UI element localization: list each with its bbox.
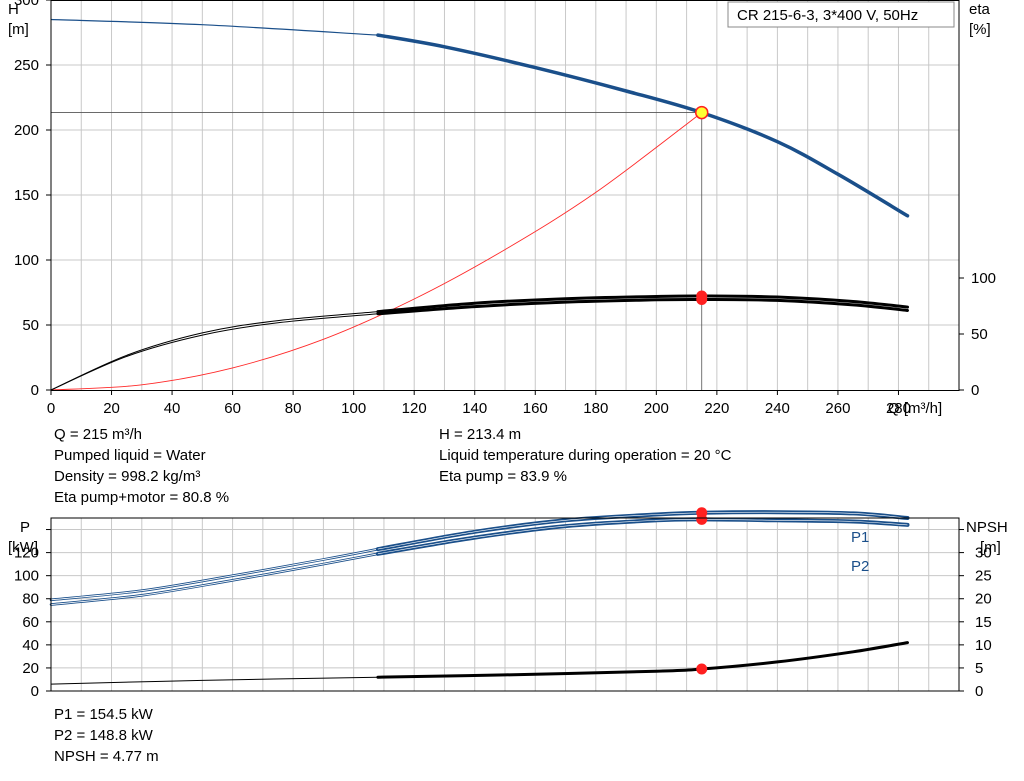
x-tick-label: 280 [886, 400, 911, 417]
power-tick-label: 120 [14, 545, 39, 562]
npsh-tick-label: 20 [975, 591, 992, 608]
npsh-axis-name: NPSH [966, 519, 1008, 536]
eta-axis-name: eta [969, 1, 991, 18]
x-tick-label: 260 [825, 400, 850, 417]
power-tick-label: 40 [22, 637, 39, 654]
npsh-line-thin [50, 676, 378, 685]
head-tick-label: 200 [14, 122, 39, 139]
eta-axis-unit: [%] [969, 21, 991, 38]
info-temperature: Liquid temperature during operation = 20… [439, 447, 732, 464]
bottom-curves [49, 507, 910, 685]
info-bottom: P1 = 154.5 kW P2 = 148.8 kW NPSH = 4.77 … [54, 704, 159, 767]
head-tick-label: 100 [14, 252, 39, 269]
eta-pump-motor-line [376, 297, 909, 316]
info-right: H = 213.4 m Liquid temperature during op… [439, 424, 731, 487]
head-axis-name: H [8, 1, 19, 18]
top-grid [51, 0, 959, 390]
power-axis-name: P [20, 519, 30, 536]
flow-axis-label: Q [m³/h] [888, 400, 942, 417]
power-axis-unit: [kW] [8, 539, 38, 556]
info-eta-pump: Eta pump = 83.9 % [439, 468, 567, 485]
p1-line-thick-core [377, 511, 908, 550]
p2-curve-label: P2 [851, 558, 869, 575]
p1-line-thin [49, 547, 380, 602]
duty-point-eta-pump-motor [696, 294, 708, 306]
system-curve-line [50, 112, 702, 391]
head-tick-label: 300 [14, 0, 39, 9]
info-p1: P1 = 154.5 kW [54, 706, 153, 723]
x-tick-label: 140 [462, 400, 487, 417]
x-tick-label: 100 [341, 400, 366, 417]
x-tick-label: 120 [402, 400, 427, 417]
x-tick-label: 180 [583, 400, 608, 417]
info-flow: Q = 215 m³/h [54, 426, 142, 443]
p1-line-thin-core [50, 548, 378, 601]
power-tick-label: 60 [22, 614, 39, 631]
info-eta-pump-motor: Eta pump+motor = 80.8 % [54, 489, 230, 506]
info-density: Density = 998.2 kg/m³ [54, 468, 201, 485]
eta-pump-line-thin [50, 311, 378, 391]
head-tick-label: 150 [14, 187, 39, 204]
npsh-tick-label: 30 [975, 545, 992, 562]
npsh-tick-label: 10 [975, 637, 992, 654]
npsh-tick-label: 25 [975, 568, 992, 585]
npsh-line [376, 641, 909, 679]
x-tick-label: 160 [523, 400, 548, 417]
npsh-tick-label: 15 [975, 614, 992, 631]
bottom-grid [51, 518, 959, 691]
p2-line-thin-core [50, 553, 378, 605]
head-line [376, 33, 910, 218]
npsh-tick-label: 0 [975, 683, 983, 700]
title-box-text: CR 215-6-3, 3*400 V, 50Hz [737, 7, 918, 24]
x-tick-label: 60 [224, 400, 241, 417]
axes: 0 20 40 60 80 100 120 140 160 180 200 220 240 260 2800… [14, 0, 996, 700]
duty-point-npsh [696, 663, 708, 675]
duty-point-head [694, 105, 709, 120]
eta-tick-label: 50 [971, 326, 988, 343]
p1-curve-label: P1 [851, 529, 869, 546]
head-line-thin [50, 18, 378, 36]
eta-tick-label: 100 [971, 270, 996, 287]
info-p2: P2 = 148.8 kW [54, 727, 153, 744]
npsh-tick-label: 5 [975, 660, 983, 677]
eta-pump-line [376, 294, 909, 314]
x-tick-label: 200 [644, 400, 669, 417]
top-curves [50, 18, 910, 391]
x-tick-label: 220 [704, 400, 729, 417]
head-tick-label: 250 [14, 57, 39, 74]
power-tick-label: 80 [22, 591, 39, 608]
x-tick-label: 20 [103, 400, 120, 417]
title-box [727, 1, 955, 28]
info-npsh: NPSH = 4.77 m [54, 748, 159, 765]
info-left: Q = 215 m³/h Pumped liquid = Water Densi… [54, 424, 229, 508]
info-liquid: Pumped liquid = Water [54, 447, 206, 464]
x-tick-label: 240 [765, 400, 790, 417]
eta-tick-label: 0 [971, 382, 979, 399]
power-tick-label: 100 [14, 568, 39, 585]
x-tick-label: 0 [47, 400, 55, 417]
x-tick-label: 80 [285, 400, 302, 417]
power-tick-label: 0 [31, 683, 39, 700]
head-tick-label: 50 [22, 317, 39, 334]
head-tick-label: 0 [31, 382, 39, 399]
head-axis-unit: [m] [8, 21, 29, 38]
p2-line-thick-core [377, 519, 908, 555]
eta-pump-motor-line-thin [50, 313, 378, 391]
bottom-plot-frame [50, 517, 960, 692]
x-tick-label: 40 [164, 400, 181, 417]
npsh-axis-unit: [m] [980, 539, 1001, 556]
info-head: H = 213.4 m [439, 426, 522, 443]
duty-point-p2 [696, 513, 708, 525]
power-tick-label: 20 [22, 660, 39, 677]
